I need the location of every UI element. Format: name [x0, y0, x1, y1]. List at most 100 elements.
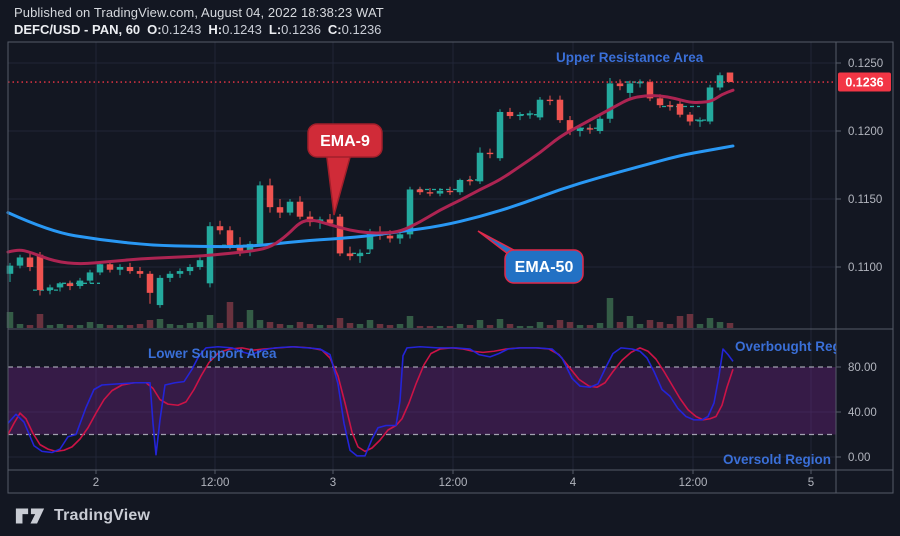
- candle: [16, 257, 24, 266]
- ema50-callout-text: EMA-50: [515, 259, 574, 276]
- candle: [46, 287, 54, 291]
- candle: [516, 114, 524, 117]
- stochastic-layer[interactable]: [8, 345, 734, 457]
- candle: [486, 152, 494, 155]
- time-axis[interactable]: 2 12:00 3 12:00 4 12:00 5: [93, 470, 814, 489]
- upper-resistance-label: Upper Resistance Area: [556, 50, 704, 65]
- candle: [506, 111, 514, 117]
- tradingview-wordmark: TradingView: [54, 507, 151, 524]
- stoch-tick-label: 0.00: [848, 452, 870, 464]
- symbol-title: DEFC/USD - PAN, 60: [14, 22, 141, 37]
- candle: [356, 253, 364, 257]
- candle: [26, 257, 34, 267]
- candle: [326, 219, 334, 224]
- candle: [86, 272, 94, 281]
- candle: [466, 179, 474, 182]
- candle: [476, 152, 484, 182]
- candle: [156, 277, 164, 306]
- stoch-band: [8, 366, 836, 436]
- candle: [336, 216, 344, 254]
- candle: [346, 253, 354, 257]
- time-tick-label: 12:00: [679, 477, 708, 489]
- price-tick-label: 0.1100: [848, 262, 882, 274]
- tradingview-branding[interactable]: TradingView: [14, 505, 150, 527]
- candle: [406, 189, 414, 235]
- ema9-line[interactable]: [6, 88, 735, 266]
- candle: [586, 128, 594, 130]
- candle: [416, 189, 424, 193]
- candle: [446, 190, 454, 193]
- published-line: Published on TradingView.com, August 04,…: [14, 5, 384, 20]
- stoch-tick-label: 40.00: [848, 407, 877, 419]
- ohlc-item: O:0.1243: [147, 22, 202, 37]
- candle: [126, 267, 134, 272]
- candle: [176, 271, 184, 274]
- ema50-callout[interactable]: EMA-50: [477, 230, 584, 284]
- candle: [726, 72, 734, 83]
- candle: [286, 201, 294, 213]
- gridlines: [8, 42, 836, 470]
- candle: [526, 113, 534, 115]
- time-tick-label: 4: [570, 477, 577, 489]
- candle: [116, 267, 124, 270]
- candle: [646, 82, 654, 99]
- candles-layer[interactable]: [6, 72, 734, 308]
- oversold-region-label: Oversold Region: [723, 452, 831, 467]
- last-price-badge: 0.1236: [838, 72, 891, 92]
- symbol-ohlc-bar: DEFC/USD - PAN, 60 O:0.1243 H:0.1243 L:0.12…: [14, 22, 381, 37]
- candle: [146, 273, 154, 293]
- candle: [186, 267, 194, 272]
- ohlc-item: H:0.1243: [208, 22, 262, 37]
- candle: [266, 185, 274, 208]
- candle: [166, 273, 174, 278]
- candle: [256, 185, 264, 244]
- ema9-callout-box: [307, 123, 383, 158]
- candle: [696, 120, 704, 122]
- candle: [686, 114, 694, 122]
- candle: [96, 264, 104, 273]
- overbought-region-label: Overbought Region: [735, 339, 861, 354]
- candle: [36, 254, 44, 291]
- candle: [366, 231, 374, 250]
- candle: [106, 264, 114, 270]
- ohlc-item: C:0.1236: [327, 22, 382, 37]
- candle: [236, 245, 244, 251]
- candle: [556, 99, 564, 121]
- candle: [546, 99, 554, 102]
- time-tick-label: 5: [808, 477, 814, 489]
- candle: [296, 201, 304, 217]
- candle: [626, 83, 634, 93]
- candle: [66, 283, 74, 287]
- candle: [76, 280, 84, 287]
- candle: [456, 179, 464, 193]
- candle: [566, 120, 574, 131]
- candle: [426, 192, 434, 194]
- candle: [6, 265, 14, 274]
- price-tick-label: 0.1150: [848, 194, 882, 206]
- ema9-callout[interactable]: EMA-9: [307, 123, 383, 216]
- candle: [576, 128, 584, 131]
- candle: [216, 226, 224, 231]
- ohlc-values: O:0.1243 H:0.1243 L:0.1236 C:0.1236: [140, 22, 381, 37]
- candle: [276, 207, 284, 213]
- time-tick-label: 12:00: [201, 477, 230, 489]
- candle: [596, 118, 604, 131]
- chart-frame: [7, 41, 894, 494]
- candle: [56, 283, 64, 288]
- ema9-callout-text: EMA-9: [320, 133, 370, 150]
- candle: [636, 82, 644, 84]
- candle: [616, 83, 624, 87]
- candle: [396, 234, 404, 239]
- lower-support-label: Lower Support Area: [148, 346, 277, 361]
- price-axis[interactable]: 0.1250 0.1200 0.1150 0.1100 80.00 40.00 0.00: [836, 58, 883, 464]
- candle: [386, 235, 394, 239]
- stoch-tick-label: 80.00: [848, 362, 877, 374]
- candle: [676, 103, 684, 115]
- plot-layer[interactable]: 0.1250 0.1200 0.1150 0.1100 80.00 40.00 0.00 2 1…: [6, 41, 894, 494]
- ema9-callout-tail: [325, 149, 353, 216]
- candle: [666, 105, 674, 107]
- candle: [536, 99, 544, 118]
- volume-bars: [6, 298, 734, 328]
- candle: [226, 230, 234, 246]
